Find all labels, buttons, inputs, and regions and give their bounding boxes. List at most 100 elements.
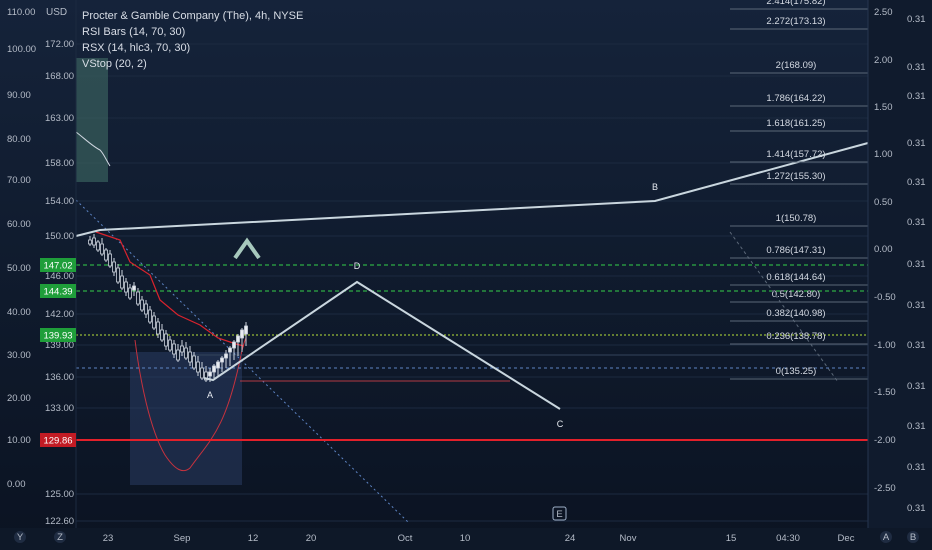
- wave-upper-line: [75, 142, 869, 237]
- right-axis-panel: [868, 0, 932, 550]
- footer-button-bg: [14, 531, 26, 543]
- fib-level-label: 0.618(144.64): [766, 272, 825, 283]
- price-axis-tick: 146.00: [45, 271, 74, 282]
- price-axis-tick: 158.00: [45, 158, 74, 169]
- far-axis-tick: 0.31: [907, 300, 926, 311]
- candle-body: [244, 325, 248, 335]
- fib-level-label: 0(135.25): [776, 366, 817, 377]
- rsi-axis-tick: 70.00: [7, 175, 31, 186]
- osc-axis-tick: -0.50: [874, 292, 896, 303]
- candle-body: [88, 239, 92, 245]
- fib-level-label: 0.236(138.78): [766, 331, 825, 342]
- candle-body: [192, 355, 196, 369]
- osc-axis-tick: 1.50: [874, 102, 893, 113]
- footer-button[interactable]: B: [907, 531, 919, 543]
- event-marker[interactable]: E: [552, 506, 567, 521]
- rsi-axis-tick: 100.00: [7, 44, 36, 55]
- rsi-axis-tick: 110.00: [7, 7, 35, 18]
- footer-button[interactable]: A: [880, 531, 892, 543]
- osc-axis-tick: -2.50: [874, 483, 896, 494]
- rsi-axis-tick: 10.00: [7, 435, 31, 446]
- candle-body: [240, 329, 244, 339]
- price-axis-tick: 154.00: [45, 196, 74, 207]
- event-marker-box: [552, 506, 567, 521]
- currency-label: USD: [46, 7, 68, 18]
- footer-button-bg: [907, 531, 919, 543]
- candle-body: [216, 361, 220, 369]
- osc-axis-tick: 0.50: [874, 197, 893, 208]
- fib-level-label: 1.272(155.30): [766, 171, 825, 182]
- fib-level-label: 0.5(142.80): [772, 289, 821, 300]
- price-badges: 147.02 144.39 139.93 129.86: [40, 258, 76, 447]
- fib-trend-line: [729, 231, 839, 383]
- footer-button-label: B: [910, 532, 916, 543]
- footer-button-label: Y: [17, 532, 24, 543]
- indicator-vstop[interactable]: VStop (20, 2): [82, 58, 147, 70]
- candle-body: [236, 335, 240, 343]
- osc-axis-tick: -2.00: [874, 435, 896, 446]
- fib-level-label: 2.414(175.82): [766, 0, 825, 7]
- far-axis-tick: 0.31: [907, 381, 926, 392]
- osc-axis-tick: 2.00: [874, 55, 893, 66]
- candle-body: [116, 267, 120, 283]
- candle-body: [100, 243, 104, 255]
- candle-body: [220, 357, 224, 363]
- rsi-axis-tick: 60.00: [7, 219, 31, 230]
- price-axis-tick: 163.00: [45, 113, 74, 124]
- overlay-lines: [75, 199, 868, 523]
- time-axis-label: Oct: [398, 533, 413, 544]
- candle-body: [128, 287, 132, 299]
- indicator-rsi-bars[interactable]: RSI Bars (14, 70, 30): [82, 26, 186, 38]
- time-axis-panel: [0, 528, 932, 550]
- footer-button-bg: [880, 531, 892, 543]
- price-axis-tick: 133.00: [45, 403, 74, 414]
- price-badge-bg: [40, 328, 76, 342]
- candle-body: [152, 315, 156, 329]
- chart-legend: Procter & Gamble Company (The), 4h, NYSE…: [82, 8, 303, 72]
- candle-body: [156, 321, 160, 335]
- time-axis-label: 12: [248, 533, 259, 544]
- time-axis-label: 23: [103, 533, 114, 544]
- chart-title[interactable]: Procter & Gamble Company (The), 4h, NYSE: [82, 10, 304, 22]
- wave-label-b: B: [652, 182, 658, 192]
- candle-body: [104, 249, 108, 261]
- candle-body: [132, 285, 136, 291]
- candle-body: [168, 339, 172, 351]
- time-axis-label: 24: [565, 533, 576, 544]
- price-axis-tick: 125.00: [45, 489, 74, 500]
- rsi-axis-tick: 80.00: [7, 134, 31, 145]
- candle-body: [92, 237, 96, 246]
- osc-axis-tick: -1.50: [874, 387, 896, 398]
- price-badge-bg: [40, 258, 76, 272]
- osc-axis-tick: 2.50: [874, 7, 893, 18]
- candles: [88, 234, 248, 382]
- candle-body: [188, 351, 192, 363]
- candle-body: [144, 303, 148, 315]
- osc-axis-tick: 0.00: [874, 244, 893, 255]
- candle-body: [200, 367, 204, 379]
- far-axis-tick: 0.31: [907, 177, 926, 188]
- time-axis-label: Nov: [620, 533, 637, 544]
- footer-button[interactable]: Z: [54, 531, 66, 543]
- rsi-axis-tick: 20.00: [7, 393, 31, 404]
- candle-body: [176, 349, 180, 361]
- wave-abcd-line: [203, 280, 561, 410]
- far-axis-tick: 0.31: [907, 503, 926, 514]
- candle-body: [196, 361, 200, 373]
- price-axis-tick: 150.00: [45, 231, 74, 242]
- candle-body: [108, 253, 112, 267]
- candle-body: [136, 291, 140, 305]
- candle-body: [148, 309, 152, 323]
- footer-button[interactable]: Y: [14, 531, 26, 543]
- candle-body: [212, 365, 216, 373]
- vstop-line: [95, 231, 245, 347]
- price-badge-label: 139.93: [43, 331, 72, 342]
- candle-body: [140, 299, 144, 311]
- candle-body: [184, 347, 188, 359]
- background-shapes: [75, 58, 247, 485]
- indicator-rsx[interactable]: RSX (14, hlc3, 70, 30): [82, 42, 191, 54]
- candle-body: [172, 343, 176, 355]
- candle-body: [124, 281, 128, 293]
- candle-body: [164, 333, 168, 347]
